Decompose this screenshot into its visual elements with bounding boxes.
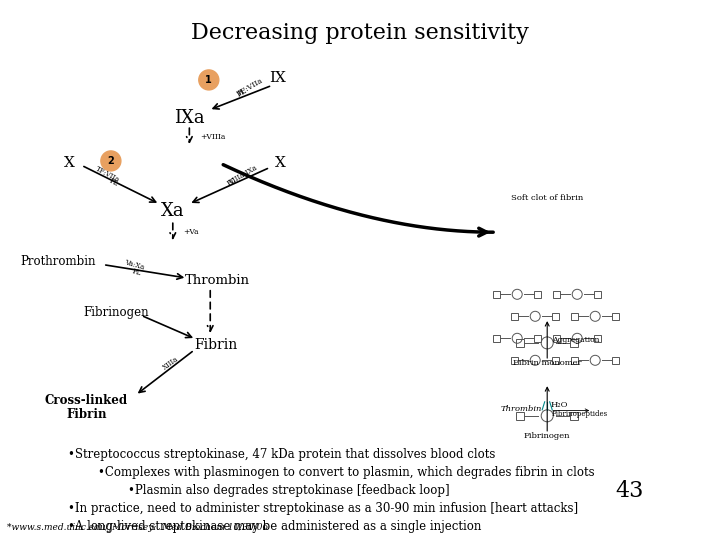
Text: H₂O: H₂O	[550, 401, 567, 409]
Circle shape	[101, 151, 121, 171]
Text: TF:VIIa: TF:VIIa	[236, 77, 265, 98]
Bar	[552, 357, 559, 364]
Bar	[516, 339, 524, 347]
Text: PL: PL	[131, 267, 143, 277]
Text: Decreasing protein sensitivity: Decreasing protein sensitivity	[191, 22, 529, 44]
Text: Xa: Xa	[161, 201, 184, 220]
Bar	[570, 339, 578, 347]
Bar	[534, 291, 541, 298]
Text: *www.s.med.uiuc.edu/JMorrisey:  Med Biochem 10/30/06: *www.s.med.uiuc.edu/JMorrisey: Med Bioch…	[7, 523, 269, 532]
Bar	[553, 291, 560, 298]
Text: TF:VIIa: TF:VIIa	[94, 165, 122, 184]
Text: Fibrin: Fibrin	[194, 338, 238, 352]
Text: Fibrin: Fibrin	[66, 408, 107, 421]
Bar	[553, 335, 560, 342]
Text: IXa: IXa	[174, 109, 204, 127]
Text: +VIIIa: +VIIIa	[200, 133, 225, 140]
Text: Soft clot of fibrin: Soft clot of fibrin	[511, 194, 583, 201]
Text: +Va: +Va	[184, 228, 199, 236]
Text: Cross-linked: Cross-linked	[45, 394, 128, 407]
Text: •A long-lived streptokinase may be administered as a single injection: •A long-lived streptokinase may be admin…	[68, 520, 482, 533]
Bar	[612, 357, 619, 364]
Text: •Streptococcus streptokinase, 47 kDa protein that dissolves blood clots: •Streptococcus streptokinase, 47 kDa pro…	[68, 448, 496, 461]
Bar	[552, 313, 559, 320]
Bar	[493, 291, 500, 298]
Text: •In practice, need to administer streptokinase as a 30-90 min infusion [heart at: •In practice, need to administer strepto…	[68, 502, 579, 515]
Text: XIIIa: XIIIa	[161, 355, 180, 372]
Text: 1: 1	[205, 75, 212, 85]
Text: Thrombin: Thrombin	[501, 404, 542, 413]
Text: Aggregation: Aggregation	[552, 335, 600, 343]
Text: •Complexes with plasminogen to convert to plasmin, which degrades fibrin in clot: •Complexes with plasminogen to convert t…	[68, 466, 595, 479]
Circle shape	[199, 70, 219, 90]
Text: VIIIa:IXa: VIIIa:IXa	[227, 164, 258, 186]
Bar	[534, 335, 541, 342]
Text: Va:Xa: Va:Xa	[123, 259, 145, 272]
Text: •Plasmin also degrades streptokinase [feedback loop]: •Plasmin also degrades streptokinase [fe…	[68, 484, 450, 497]
Text: Fibrinopeptides: Fibrinopeptides	[552, 409, 608, 417]
Bar	[571, 313, 578, 320]
Bar	[571, 357, 578, 364]
Text: Prothrombin: Prothrombin	[20, 255, 95, 268]
Text: PL: PL	[108, 176, 120, 188]
Text: Thrombin: Thrombin	[185, 274, 250, 287]
Bar	[594, 335, 601, 342]
Bar	[594, 291, 601, 298]
Text: IX: IX	[269, 71, 286, 85]
Text: 2: 2	[107, 156, 114, 166]
Text: 43: 43	[616, 481, 644, 502]
Text: X: X	[64, 156, 76, 170]
Bar	[511, 357, 518, 364]
Text: PL: PL	[235, 87, 248, 99]
Text: X: X	[275, 156, 287, 170]
Text: Fibrinogen: Fibrinogen	[84, 306, 150, 319]
Bar	[511, 313, 518, 320]
Text: PL: PL	[226, 176, 238, 188]
Bar	[493, 335, 500, 342]
Bar	[612, 313, 619, 320]
Bar	[570, 412, 578, 420]
Text: Fibrinogen: Fibrinogen	[524, 432, 570, 440]
Text: Fibrin monomer: Fibrin monomer	[513, 359, 582, 367]
Bar	[516, 412, 524, 420]
